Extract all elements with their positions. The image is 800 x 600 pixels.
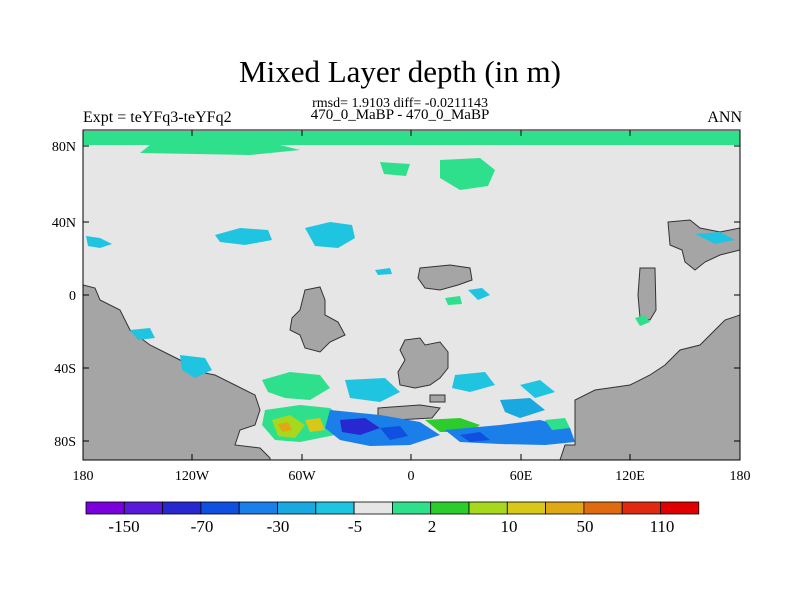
colorbar-swatch [621, 501, 661, 515]
x-tick-labels: 180 120W 60W 0 60E 120E 180 [73, 469, 751, 484]
anomaly-cyan-4 [695, 232, 735, 244]
stats-line: rmsd= 1.9103 diff= -0.0211143 [312, 96, 488, 111]
anomaly-cyan-3 [86, 236, 112, 248]
colorbar-label: -5 [348, 517, 362, 536]
so-navy-1 [340, 418, 380, 435]
north-patch [380, 162, 410, 176]
so-green-1 [262, 372, 330, 400]
anomaly-cyan-1 [215, 228, 272, 245]
x-tick-label: 180 [730, 469, 751, 484]
y-tick-labels: 80N 40N 0 40S 80S [52, 140, 76, 450]
colorbar-label: -70 [191, 517, 214, 536]
x-tick-label: 120E [615, 469, 645, 484]
colorbar-swatch [506, 501, 546, 515]
so-yellow [305, 418, 325, 432]
colorbar-label: -30 [267, 517, 290, 536]
colorbar-swatch [123, 501, 164, 515]
colorbar-swatch [583, 501, 623, 515]
continent-c [417, 264, 473, 291]
colorbar-label: 110 [650, 517, 675, 536]
so-deepblue-1 [380, 426, 408, 440]
colorbar-swatch [430, 501, 470, 515]
y-tick-label: 40N [52, 216, 76, 231]
x-tick-label: 120W [175, 469, 210, 484]
colorbar-swatch [391, 501, 432, 515]
so-deepblue-2 [460, 432, 490, 442]
colorbar-swatch [238, 501, 278, 515]
so-orange [278, 422, 292, 432]
land-west [83, 284, 271, 460]
so-sky-1 [500, 398, 545, 418]
colorbar [85, 501, 700, 515]
anomaly-green-1 [635, 315, 650, 326]
axis-ticks [82, 130, 741, 460]
arctic-patch [140, 145, 300, 155]
colorbar-label: 10 [501, 517, 518, 536]
y-tick-label: 80S [54, 435, 76, 450]
experiment-label: Expt = teYFq3-teYFq2 [83, 109, 232, 126]
colorbar-swatch [353, 501, 393, 515]
so-cyan-2 [452, 372, 495, 392]
y-tick-label: 40S [54, 362, 76, 377]
anomaly-cyan-6 [375, 268, 392, 275]
x-tick-label: 0 [408, 469, 415, 484]
colorbar-swatch [315, 501, 355, 515]
anomaly-cyan-2 [305, 222, 355, 248]
plot-title: Mixed Layer depth (in m) [239, 54, 561, 89]
season-label: ANN [707, 109, 742, 126]
y-tick-label: 80N [52, 140, 76, 155]
continent-e [667, 219, 740, 271]
land-east [559, 314, 740, 460]
continent-a [289, 286, 346, 353]
island-a [429, 394, 446, 403]
x-tick-label: 60W [288, 469, 316, 484]
continent-b [397, 337, 449, 389]
plot-subtitle: 470_0_MaBP - 470_0_MaBP [310, 107, 490, 123]
continent-d [637, 267, 657, 321]
colorbar-label: 2 [428, 517, 437, 536]
colorbar-swatch [660, 501, 700, 515]
so-cyan-1 [345, 378, 400, 402]
map-panel [82, 129, 741, 461]
colorbar-swatch [162, 501, 202, 515]
colorbar-swatch [277, 501, 317, 515]
anomaly-cyan-8 [180, 355, 212, 378]
colorbar-swatch [545, 501, 585, 515]
colorbar-swatch [85, 501, 125, 515]
colorbar-labels: -150 -70 -30 -5 2 10 50 110 [108, 517, 674, 536]
anomaly-green-2 [445, 296, 462, 305]
so-cyan-3 [520, 380, 555, 398]
x-tick-label: 180 [73, 469, 94, 484]
colorbar-swatch [468, 501, 508, 515]
colorbar-label: -150 [108, 517, 139, 536]
anomaly-cyan-5 [468, 288, 490, 300]
arctic-band [83, 131, 740, 145]
anomaly-cyan-7 [130, 328, 155, 340]
n-atlantic-patch [440, 158, 495, 190]
x-tick-label: 60E [510, 469, 533, 484]
y-tick-label: 0 [69, 289, 76, 304]
colorbar-swatch [200, 501, 240, 515]
colorbar-label: 50 [577, 517, 594, 536]
so-green-4 [545, 418, 570, 430]
